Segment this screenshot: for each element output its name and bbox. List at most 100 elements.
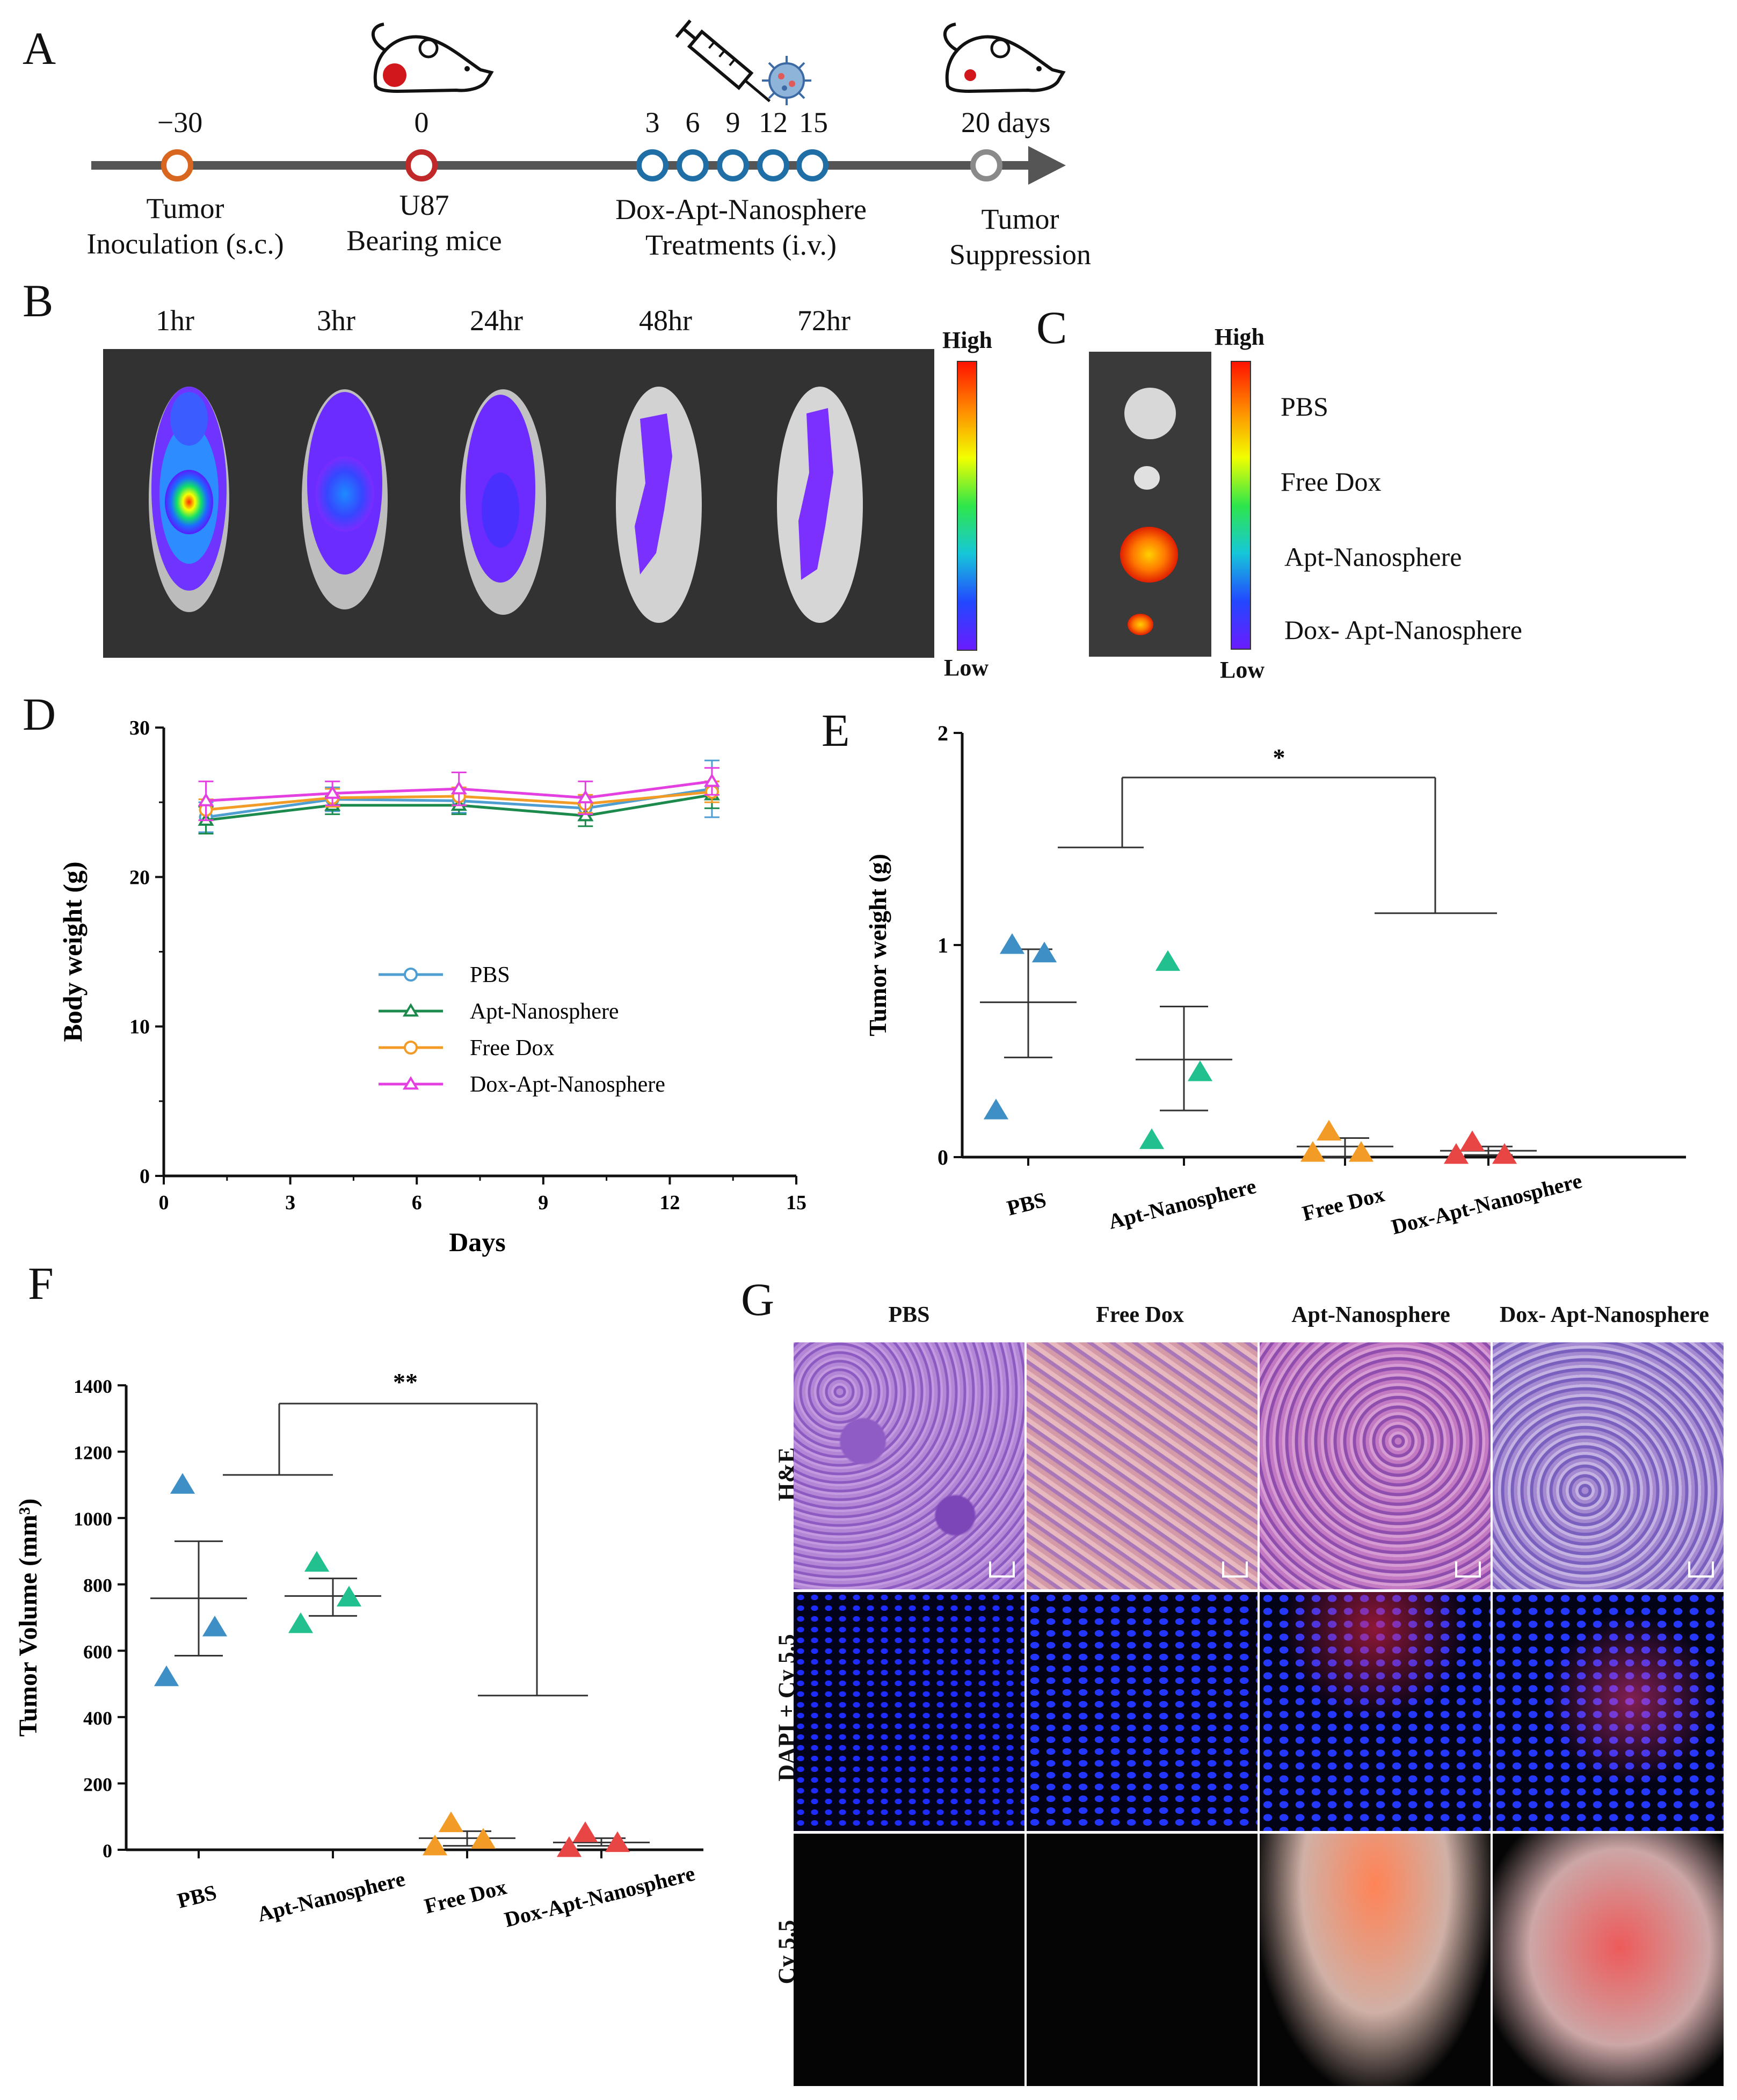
data-point (577, 789, 594, 804)
he-image-pbs (794, 1342, 1024, 1589)
y-tick-label: 600 (83, 1641, 112, 1662)
data-point (703, 773, 721, 787)
timeline-arrowhead (1028, 146, 1066, 185)
ex-vivo-tumor-image (1089, 352, 1211, 657)
data-point (1492, 1143, 1517, 1164)
scale-high-label-b: High (942, 327, 992, 353)
category-label: Apt-Nanosphere (255, 1866, 408, 1927)
data-point (422, 1834, 448, 1856)
y-axis-label: Body weight (g) (57, 861, 88, 1042)
dapi-cy55-image-apt-nanosphere (1260, 1592, 1491, 1831)
timepoint-label: 48hr (639, 304, 692, 337)
x-tick-label: 6 (412, 1191, 422, 1214)
organ-label: Free Dox (1281, 467, 1382, 497)
dapi-cy55-image-pbs (794, 1592, 1024, 1831)
timepoint-label: 24hr (470, 304, 523, 337)
intensity-colorbar-b (957, 361, 977, 651)
event-text: Treatments (i.v.) (645, 228, 837, 261)
timepoint-label: 1hr (156, 304, 194, 337)
y-tick-label: 1200 (74, 1442, 112, 1464)
x-axis-label: Days (449, 1227, 506, 1257)
cy55-image-apt-nanosphere (1260, 1834, 1491, 2086)
histology-column-header: Free Dox (1096, 1303, 1184, 1327)
in-vivo-imaging-strip (103, 349, 934, 658)
x-tick-label: 9 (538, 1191, 548, 1214)
timepoint-label: 3hr (317, 304, 355, 337)
scale-bar (1688, 1561, 1714, 1578)
significance-marker: * (1273, 744, 1285, 771)
scale-low-label-b: Low (944, 655, 989, 681)
data-point (1187, 1060, 1213, 1081)
event-text: Inoculation (s.c.) (86, 227, 284, 260)
timeline-node-day9 (717, 149, 749, 181)
legend-marker (402, 1003, 419, 1017)
scale-low-label-c: Low (1220, 657, 1265, 683)
data-point (572, 1821, 598, 1842)
x-tick-label: 15 (786, 1191, 806, 1214)
data-point (198, 793, 214, 806)
panel-label-a: A (23, 23, 56, 74)
significance-marker: ** (393, 1368, 418, 1396)
dapi-cy55-image-dox-apt-nanosphere (1493, 1592, 1724, 1831)
legend-label: PBS (470, 963, 510, 987)
data-point (1316, 1120, 1342, 1141)
category-label: Apt-Nanosphere (1106, 1174, 1259, 1234)
histology-column-header: Apt-Nanosphere (1291, 1303, 1450, 1327)
y-tick-label: 200 (83, 1774, 112, 1795)
cy55-image-dox-apt-nanosphere (1493, 1834, 1724, 2086)
data-point (1031, 941, 1057, 963)
timeline-node-day12 (757, 149, 789, 181)
y-tick-label: 1000 (74, 1508, 112, 1530)
data-point (450, 781, 467, 795)
data-point (470, 1828, 496, 1849)
organ-label: PBS (1281, 391, 1328, 422)
y-tick-label: 20 (129, 866, 150, 889)
data-point (438, 1811, 464, 1833)
event-text: Tumor (981, 203, 1059, 235)
timeline-diagram (91, 19, 1066, 185)
y-tick-label: 2 (937, 721, 948, 745)
timeline-node-end (970, 149, 1002, 181)
panel-label-g: G (741, 1274, 775, 1325)
timeline-event-inoculation: Tumor Inoculation (s.c.) (64, 191, 306, 262)
panel-label-c: C (1036, 302, 1067, 353)
tumor-volume-chart: 0 200 400 600 800 1000 1200 1400 PBS Apt-Nanosphe… (14, 1368, 703, 1932)
timeline-node-bearing (405, 149, 438, 181)
timepoint-label: 72hr (797, 304, 851, 337)
y-tick-label: 800 (83, 1575, 112, 1596)
y-tick-label: 0 (103, 1840, 112, 1862)
mouse-image-24hr (460, 389, 546, 615)
scale-bar (1222, 1561, 1248, 1578)
legend-marker (404, 968, 418, 982)
he-image-free-dox (1027, 1342, 1258, 1589)
body-weight-chart: 0 3 6 9 12 15 0 10 20 30 Days Body weight (g) PBS Apt… (57, 717, 806, 1257)
timeline-node-day6 (677, 149, 709, 181)
data-point (336, 1586, 362, 1607)
panel-label-b: B (23, 275, 54, 326)
organ-label: Apt-Nanosphere (1284, 542, 1462, 572)
timeline-tick-label: 3 (645, 106, 660, 139)
timeline-tick-label: 0 (414, 106, 429, 139)
timeline-tick-label: 20 days (961, 106, 1051, 139)
mouse-small-tumor-icon (943, 23, 1066, 93)
data-point (556, 1836, 582, 1857)
syringe-icon (675, 19, 771, 103)
data-point (983, 1099, 1009, 1120)
category-label: PBS (1005, 1187, 1049, 1220)
event-text: Dox-Apt-Nanosphere (615, 193, 867, 226)
y-tick-label: 30 (129, 717, 150, 739)
y-tick-label: 1 (937, 933, 948, 957)
cy55-image-free-dox (1027, 1834, 1258, 2086)
histology-column-header: PBS (888, 1303, 930, 1327)
scale-high-label-c: High (1215, 324, 1264, 350)
event-text: Tumor (146, 192, 224, 224)
organ-label: Dox- Apt-Nanosphere (1284, 615, 1522, 645)
timeline-tick-label: 6 (685, 106, 700, 139)
timeline-node-day15 (796, 149, 828, 181)
category-label: Dox-Apt-Nanosphere (1389, 1168, 1585, 1239)
event-text: Bearing mice (346, 224, 502, 257)
legend-marker (404, 1041, 418, 1055)
y-tick-label: 400 (83, 1707, 112, 1729)
y-tick-label: 0 (140, 1165, 150, 1188)
timeline-event-bearing: U87 Bearing mice (311, 188, 537, 259)
